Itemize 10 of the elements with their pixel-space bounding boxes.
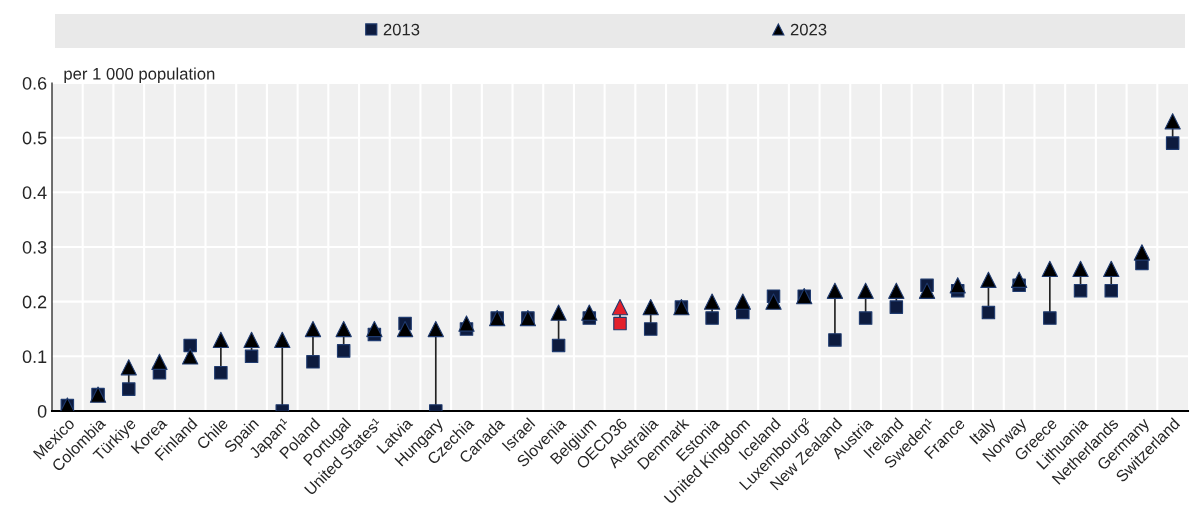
y-axis-title: per 1 000 population [64,67,215,83]
y-tick-label: 0.6 [22,76,47,90]
y-tick-label: 0.3 [22,240,47,254]
y-tick-label: 0.4 [22,186,47,200]
y-tick-label: 0.1 [22,350,47,364]
y-tick-label: 0.2 [22,295,47,309]
y-tick-label: 0 [37,404,47,418]
legend-label: 2013 [383,23,420,36]
legend-label: 2023 [790,23,827,36]
y-tick-label: 0.5 [22,131,47,145]
